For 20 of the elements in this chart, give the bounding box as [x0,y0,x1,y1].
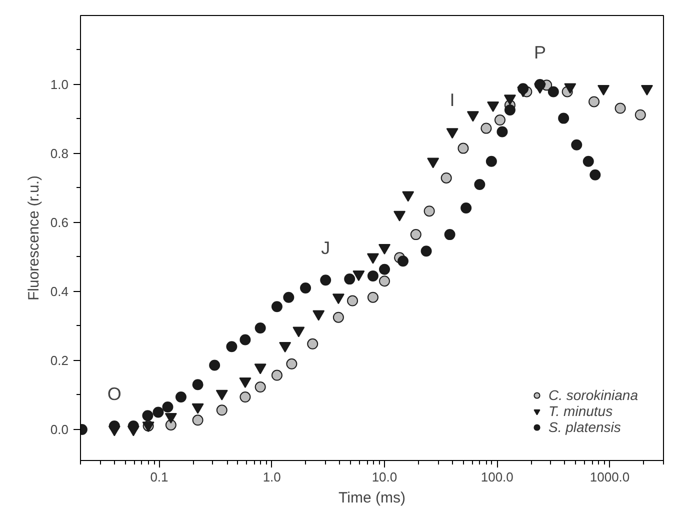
annotation: I [450,90,455,110]
x-tick-label: 1000.0 [590,470,630,484]
y-tick-label: 0.6 [50,214,69,230]
legend-label: T. minutus [548,403,613,419]
x-tick-label: 1.0 [262,470,281,484]
y-tick-label: 0.2 [50,352,69,368]
annotation: P [534,42,546,62]
y-axis-title: Fluorescence (r.u.) [25,175,42,301]
y-tick-label: 0.4 [50,284,69,299]
x-axis-title: Time (ms) [338,490,406,506]
legend-label: C. sorokiniana [548,387,638,403]
y-tick-label: 1.0 [50,76,69,92]
legend-label: S. platensis [548,419,621,435]
x-tick-label: 100.0 [480,470,514,484]
annotation: O [107,384,122,404]
x-tick-label: 0.1 [150,470,168,484]
x-tick-label: 10.0 [372,470,398,484]
y-tick-label: 0.8 [50,146,69,161]
y-tick-label: 0.0 [50,422,69,437]
annotation: J [321,238,330,258]
